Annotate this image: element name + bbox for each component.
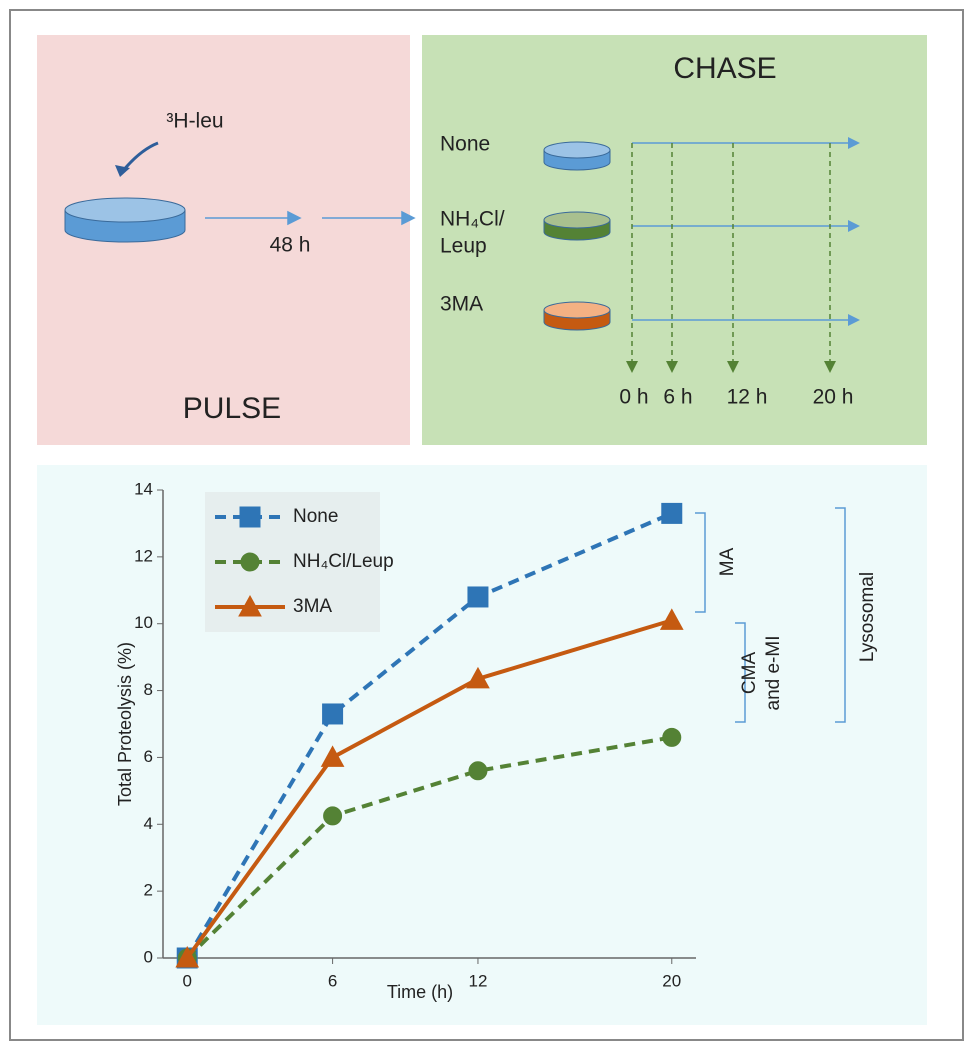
x-tick-label: 0: [182, 971, 191, 990]
y-tick-label: 6: [144, 747, 153, 766]
series-line: [185, 735, 673, 960]
dish-top: [64, 197, 186, 223]
legend-label: None: [293, 506, 338, 527]
chase-arrowhead: [848, 314, 860, 326]
y-tick-label: 2: [144, 881, 153, 900]
timepoint-arrowhead: [727, 361, 739, 373]
pulse-arrows: [205, 210, 416, 226]
y-tick-label: 14: [134, 479, 153, 498]
marker: [323, 806, 343, 826]
marker: [468, 761, 488, 781]
annotation: and e-MI: [763, 636, 784, 711]
y-tick-label: 12: [134, 546, 153, 565]
bracket: [695, 512, 706, 613]
marker: [320, 745, 345, 767]
dish-top: [543, 211, 611, 229]
bracket: [835, 507, 846, 723]
dish-top: [543, 141, 611, 159]
x-axis-label: Time (h): [387, 982, 453, 1002]
marker: [238, 594, 262, 617]
dish-top: [543, 301, 611, 319]
y-tick-label: 10: [134, 613, 153, 632]
condition-label: NH₄Cl/: [440, 208, 505, 231]
tracer-arrowhead: [115, 165, 130, 177]
marker: [661, 502, 683, 524]
annotation: CMA: [739, 652, 760, 695]
chase-panel: [422, 35, 927, 445]
marker: [240, 552, 260, 572]
marker: [466, 666, 490, 689]
y-tick-label: 0: [144, 947, 153, 966]
chase-arrowhead: [848, 220, 860, 232]
x-tick-label: 20: [662, 971, 681, 990]
legend-label: 3MA: [293, 596, 332, 617]
timepoint-label: 0 h: [619, 386, 648, 409]
chase-label: CHASE: [673, 52, 776, 85]
bracket: [735, 622, 746, 723]
x-tick-label: 12: [468, 971, 487, 990]
timepoint-arrowhead: [666, 361, 678, 373]
timepoint-label: 12 h: [727, 386, 768, 409]
timepoint-label: 6 h: [663, 386, 692, 409]
chase-arrowhead: [848, 137, 860, 149]
y-tick-label: 4: [144, 814, 153, 833]
x-tick-label: 6: [328, 971, 337, 990]
timepoint-arrowhead: [824, 361, 836, 373]
marker: [175, 945, 200, 968]
condition-label: None: [440, 133, 490, 156]
legend-label: NH₄Cl/Leup: [293, 551, 394, 572]
marker: [662, 727, 682, 747]
series-line: [185, 618, 673, 960]
tracer-label: ³H-leu: [166, 110, 223, 133]
y-axis-label: Total Proteolysis (%): [115, 642, 135, 806]
timepoint-label: 20 h: [813, 386, 854, 409]
chart-panel: [37, 465, 927, 1025]
annotation: Lysosomal: [857, 572, 878, 662]
marker: [467, 586, 489, 608]
pulse-label: PULSE: [183, 392, 281, 425]
timepoint-arrowhead: [626, 361, 638, 373]
y-tick-label: 8: [144, 680, 153, 699]
marker: [322, 703, 344, 725]
condition-label: Leup: [440, 235, 487, 258]
annotation: MA: [717, 547, 738, 576]
condition-label: 3MA: [440, 293, 483, 316]
marker: [659, 608, 684, 630]
series-line: [185, 511, 673, 960]
duration-label: 48 h: [270, 234, 311, 257]
marker: [239, 506, 261, 528]
